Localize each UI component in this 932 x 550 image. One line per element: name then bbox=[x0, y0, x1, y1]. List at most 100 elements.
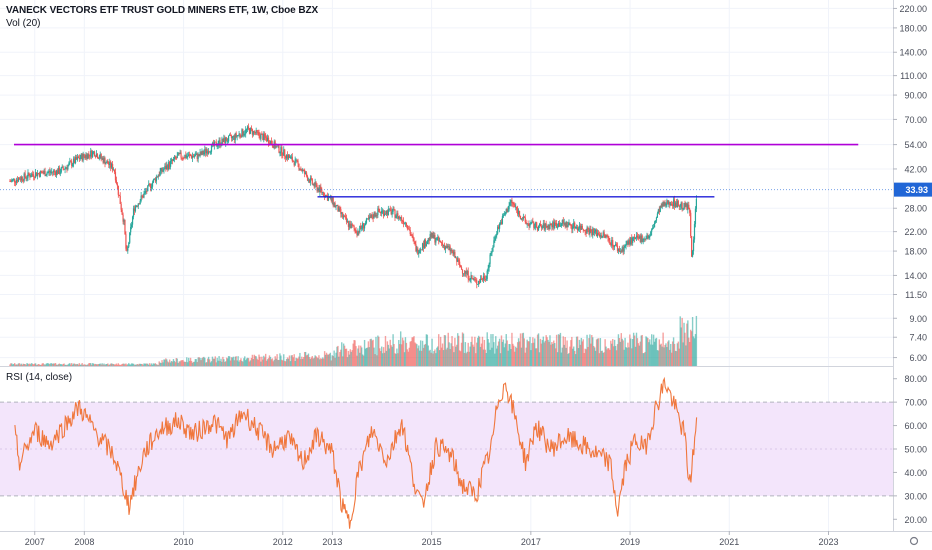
candle-body bbox=[690, 212, 692, 237]
volume-bar bbox=[204, 357, 206, 366]
candle-body bbox=[399, 216, 401, 219]
volume-bar bbox=[189, 357, 192, 366]
volume-bar bbox=[637, 343, 640, 366]
volume-bar bbox=[689, 329, 692, 366]
candle-body bbox=[284, 149, 286, 157]
volume-bar bbox=[569, 346, 571, 366]
candle-body bbox=[640, 235, 642, 243]
candle-body bbox=[602, 232, 604, 236]
volume-bar bbox=[61, 364, 63, 366]
candle-body bbox=[156, 176, 158, 178]
volume-bar bbox=[397, 353, 399, 366]
volume-bar bbox=[194, 359, 197, 366]
volume-bar bbox=[579, 344, 582, 366]
volume-bar bbox=[232, 356, 235, 366]
volume-bar bbox=[631, 348, 633, 366]
candle-body bbox=[558, 222, 561, 227]
volume-bar bbox=[572, 348, 574, 366]
volume-bar bbox=[264, 353, 267, 366]
volume-bar bbox=[408, 347, 410, 366]
time-tick-label: 2010 bbox=[174, 537, 194, 547]
volume-bar bbox=[132, 363, 135, 366]
candle-body bbox=[187, 156, 189, 157]
volume-bar bbox=[401, 337, 404, 366]
candle-body bbox=[579, 225, 581, 230]
volume-bar bbox=[351, 350, 353, 366]
volume-bar bbox=[402, 340, 405, 366]
candle-body bbox=[170, 161, 172, 167]
candle-body bbox=[239, 133, 241, 136]
candle-body bbox=[237, 135, 239, 136]
volume-bar bbox=[477, 337, 479, 366]
candle-body bbox=[12, 179, 14, 180]
candle-body bbox=[145, 191, 147, 192]
volume-bar bbox=[73, 363, 76, 366]
candle-body bbox=[587, 227, 589, 230]
candle-body bbox=[397, 213, 399, 219]
candle-body bbox=[487, 268, 489, 271]
volume-bar bbox=[124, 364, 126, 366]
candle-body bbox=[307, 179, 310, 181]
candle-body bbox=[349, 223, 351, 229]
candle-body bbox=[134, 206, 137, 212]
volume-bar bbox=[224, 361, 226, 366]
candle-body bbox=[28, 172, 30, 176]
rsi-tick-label: 60.00 bbox=[904, 421, 927, 431]
candle-body bbox=[96, 153, 98, 159]
volume-bar bbox=[570, 340, 572, 366]
volume-bar bbox=[263, 355, 265, 366]
candle-body bbox=[48, 171, 50, 173]
volume-bar bbox=[655, 337, 658, 366]
time-tick-label: 2019 bbox=[620, 537, 640, 547]
volume-bar bbox=[372, 339, 374, 366]
candle-body bbox=[402, 220, 405, 224]
volume-bar bbox=[156, 364, 158, 366]
candle-body bbox=[607, 235, 609, 238]
candle-body bbox=[167, 165, 169, 170]
candle-body bbox=[427, 238, 429, 242]
volume-bar bbox=[76, 363, 79, 366]
volume-bar bbox=[438, 350, 441, 366]
candle-body bbox=[238, 133, 240, 136]
volume-bar bbox=[396, 348, 398, 366]
candle-body bbox=[559, 225, 562, 227]
candle-body bbox=[571, 225, 573, 230]
volume-bar bbox=[126, 364, 128, 366]
volume-bar bbox=[46, 363, 48, 366]
candle-body bbox=[368, 216, 370, 220]
volume-bar bbox=[321, 358, 323, 366]
volume-bar bbox=[403, 352, 406, 366]
candle-body bbox=[400, 217, 402, 219]
volume-bar bbox=[249, 360, 252, 366]
volume-bar bbox=[672, 337, 675, 366]
candle-body bbox=[614, 244, 617, 246]
volume-bar bbox=[659, 344, 661, 366]
candle-body bbox=[251, 129, 253, 135]
volume-bar bbox=[556, 352, 559, 366]
volume-bar bbox=[110, 363, 112, 366]
candle-body bbox=[502, 215, 504, 217]
volume-bar bbox=[291, 355, 294, 366]
volume-bar bbox=[380, 351, 382, 366]
candle-body bbox=[326, 195, 329, 201]
volume-bar bbox=[437, 346, 439, 366]
volume-bar bbox=[348, 354, 351, 366]
candle-body bbox=[209, 151, 212, 153]
candle-body bbox=[179, 152, 181, 154]
candle-body bbox=[585, 232, 587, 234]
candle-body bbox=[333, 203, 335, 206]
candle-body bbox=[459, 265, 462, 268]
volume-bar bbox=[66, 364, 68, 366]
candle-body bbox=[628, 240, 630, 245]
volume-bar bbox=[511, 332, 513, 366]
volume-bar bbox=[169, 362, 172, 366]
candle-body bbox=[10, 181, 12, 183]
candle-body bbox=[79, 158, 81, 160]
candle-body bbox=[281, 147, 283, 156]
candle-body bbox=[601, 235, 603, 238]
candle-body bbox=[190, 155, 193, 159]
volume-bar bbox=[176, 358, 178, 366]
volume-bar bbox=[479, 346, 482, 366]
volume-bar bbox=[213, 358, 216, 366]
